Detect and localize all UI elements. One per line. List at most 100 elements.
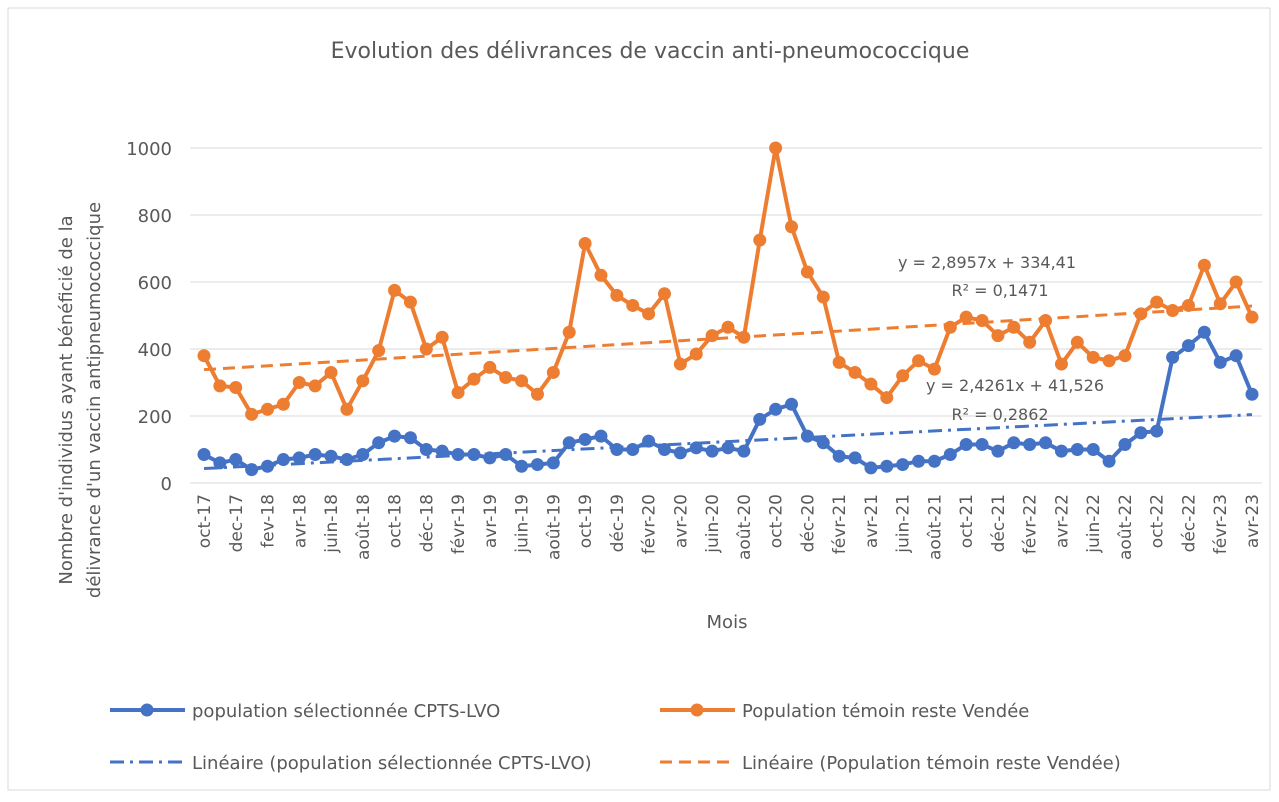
data-point xyxy=(864,377,878,391)
data-point xyxy=(467,372,481,386)
data-point xyxy=(451,448,465,462)
data-point xyxy=(832,449,846,463)
data-point xyxy=(515,459,529,473)
data-point xyxy=(975,314,989,328)
data-point xyxy=(912,354,926,368)
legend-marker xyxy=(690,703,704,717)
data-point xyxy=(388,429,402,443)
data-point xyxy=(800,265,814,279)
trend-line xyxy=(203,304,1253,372)
y-tick-label: 600 xyxy=(138,273,172,294)
data-point xyxy=(1213,297,1227,311)
data-point xyxy=(912,454,926,468)
data-point xyxy=(356,374,370,388)
data-point xyxy=(626,443,640,456)
data-point xyxy=(562,436,576,450)
data-point xyxy=(276,453,290,467)
data-point xyxy=(753,412,767,426)
data-point xyxy=(991,329,1005,343)
data-point xyxy=(1007,436,1021,450)
data-point xyxy=(1166,303,1180,317)
data-point xyxy=(1181,298,1195,312)
data-point xyxy=(546,365,560,379)
data-point xyxy=(1166,350,1180,364)
data-point xyxy=(1086,350,1100,364)
data-point xyxy=(1007,320,1021,334)
x-tick-label: dec-17 xyxy=(227,494,247,552)
y-axis-title: délivrance d'un vaccin antipneumococciqu… xyxy=(84,202,105,598)
x-tick-label: févr-20 xyxy=(640,494,660,554)
data-point xyxy=(229,381,243,395)
data-point xyxy=(1134,426,1148,440)
data-point xyxy=(927,454,941,468)
x-axis-title: Mois xyxy=(707,612,748,633)
data-point xyxy=(1213,355,1227,369)
data-point xyxy=(816,290,830,304)
x-tick-label: avr-22 xyxy=(1052,494,1072,548)
x-tick-label: déc-22 xyxy=(1179,494,1199,552)
data-point xyxy=(562,325,576,339)
data-point xyxy=(896,369,910,383)
data-point xyxy=(896,458,910,472)
data-point xyxy=(530,458,544,472)
y-tick-label: 800 xyxy=(138,206,172,227)
y-tick-label: 200 xyxy=(138,407,172,428)
data-point xyxy=(657,443,671,456)
data-point xyxy=(292,376,306,389)
data-point xyxy=(372,344,386,358)
data-point xyxy=(546,456,560,470)
data-point xyxy=(245,407,259,421)
data-point xyxy=(435,330,449,344)
data-point xyxy=(276,397,290,411)
data-point xyxy=(1102,454,1116,468)
data-point xyxy=(1070,443,1084,456)
data-point xyxy=(943,320,957,334)
data-point xyxy=(1054,444,1068,458)
y-tick-label: 1000 xyxy=(126,139,172,160)
data-point xyxy=(705,329,719,343)
data-point xyxy=(499,370,513,384)
y-axis-title: Nombre d'individus ayant bénéficié de la xyxy=(56,215,77,584)
data-point xyxy=(1229,349,1243,363)
x-tick-label: août-18 xyxy=(354,494,374,560)
data-point xyxy=(419,443,433,456)
x-tick-label: oct-19 xyxy=(576,494,596,548)
data-point xyxy=(1245,387,1259,401)
data-point xyxy=(324,449,338,463)
x-tick-label: oct-22 xyxy=(1148,494,1168,548)
data-point xyxy=(340,402,354,416)
data-point xyxy=(372,436,386,450)
data-point xyxy=(943,448,957,462)
data-point xyxy=(737,444,751,458)
data-point xyxy=(705,444,719,458)
data-point xyxy=(1150,295,1164,309)
data-point xyxy=(419,342,433,356)
x-tick-label: avr-19 xyxy=(481,494,501,548)
data-point xyxy=(959,310,973,324)
data-point xyxy=(626,298,640,312)
x-tick-label: avr-21 xyxy=(862,494,882,548)
data-point xyxy=(1023,335,1037,349)
data-point xyxy=(1134,307,1148,321)
x-tick-label: juin-21 xyxy=(894,494,914,554)
data-point xyxy=(800,429,814,443)
data-point xyxy=(1197,325,1211,339)
data-point xyxy=(403,431,417,445)
data-point xyxy=(721,441,735,455)
data-point xyxy=(769,141,783,155)
data-point xyxy=(673,357,687,371)
data-point xyxy=(340,453,354,467)
x-tick-label: avr-20 xyxy=(671,494,691,548)
y-tick-label: 0 xyxy=(161,474,172,495)
data-point xyxy=(1150,424,1164,438)
x-tick-label: oct-17 xyxy=(195,494,215,548)
x-tick-label: août-21 xyxy=(925,494,945,560)
data-point xyxy=(499,448,513,462)
x-tick-label: juin-18 xyxy=(322,494,342,554)
data-point xyxy=(261,402,275,416)
x-tick-label: oct-18 xyxy=(386,494,406,548)
data-point xyxy=(292,451,306,465)
data-point xyxy=(848,451,862,465)
data-point xyxy=(1023,437,1037,451)
